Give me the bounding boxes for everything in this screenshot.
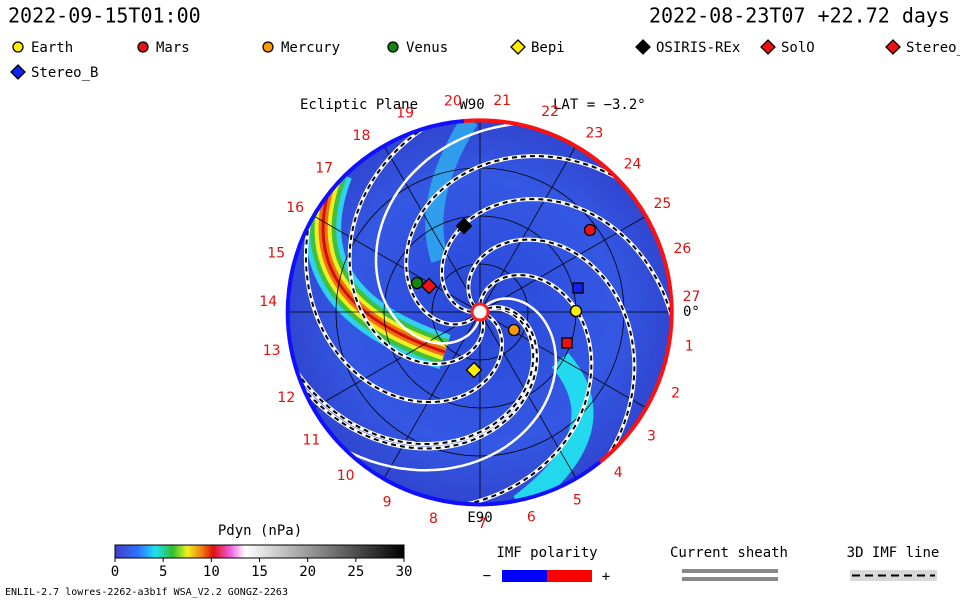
body-marker <box>760 39 776 55</box>
colorbar-ticks: 0 5 10 15 20 25 30 <box>111 558 413 580</box>
imf-spiral <box>440 197 672 458</box>
body-marker <box>885 39 901 55</box>
longitude-label: 7 <box>478 516 487 532</box>
longitude-label: 2 <box>671 386 680 402</box>
longitude-label: 10 <box>337 468 355 484</box>
run-time: 2022-09-15T01:00 <box>8 4 201 28</box>
imf-minus: − <box>483 568 491 584</box>
legend-label: Earth <box>31 40 73 56</box>
body-marker <box>561 337 573 349</box>
colorbar-tick-label: 10 <box>203 564 220 580</box>
imf-negative-swatch <box>502 570 547 582</box>
footer: ENLIL-2.7 lowres-2262-a3b1f WSA_V2.2 GON… <box>5 587 288 598</box>
longitude-label: 13 <box>263 343 281 359</box>
legend-label: SolO <box>781 40 815 56</box>
latitude: LAT = −3.2° <box>553 97 646 113</box>
rim-positive <box>463 118 674 464</box>
legend-label: Stereo_ <box>906 40 960 56</box>
body-marker <box>583 223 597 237</box>
longitude-label: 25 <box>653 196 671 212</box>
body-marker <box>420 277 438 295</box>
longitude-label: 16 <box>286 200 304 216</box>
longitude-label: 23 <box>586 126 604 142</box>
longitude-label: 8 <box>429 511 438 527</box>
body-marker <box>410 276 424 290</box>
longitude-label: 22 <box>541 104 559 120</box>
longitude-label: 27 <box>683 289 701 305</box>
body-marker <box>455 217 473 235</box>
longitude-label: 4 <box>614 465 623 481</box>
body-marker <box>10 64 26 80</box>
longitude-label: 21 <box>493 93 511 109</box>
body-marker <box>507 323 521 337</box>
colorbar-tick-label: 5 <box>159 564 167 580</box>
cme-band <box>321 171 446 354</box>
sun <box>470 302 490 322</box>
imf-title: IMF polarity <box>496 545 597 561</box>
longitude-label: 18 <box>353 128 371 144</box>
w90-label: W90 <box>459 97 484 113</box>
body-marker <box>387 41 399 53</box>
legend-label: Bepi <box>531 40 565 56</box>
imf-spiral <box>328 273 594 504</box>
legend-label: Mars <box>156 40 190 56</box>
body-marker <box>137 41 149 53</box>
ecliptic-plot: Ecliptic Plane W90 E90 LAT = −3.2° 0° 12… <box>259 93 701 532</box>
imf-positive-swatch <box>547 570 592 582</box>
longitude-label: 19 <box>396 106 414 122</box>
longitude-label: 15 <box>267 246 285 262</box>
longitude-label: 5 <box>573 492 582 508</box>
longitude-label: 24 <box>624 157 642 173</box>
longitude-label: 14 <box>259 294 277 310</box>
longitude-label: 3 <box>647 429 656 445</box>
sim-time: 2022-08-23T07 +22.72 days <box>649 4 950 28</box>
colorbar-tick-label: 20 <box>299 564 316 580</box>
current-sheath-title: Current sheath <box>670 545 788 561</box>
rim-negative <box>285 119 602 507</box>
body-marker <box>262 41 274 53</box>
body-marker <box>569 304 583 318</box>
longitude-label: 9 <box>383 495 392 511</box>
imf-plus: + <box>602 569 610 585</box>
legend-label: Stereo_B <box>31 65 98 81</box>
longitude-label: 1 <box>685 338 694 354</box>
colorbar-tick-label: 25 <box>347 564 364 580</box>
legend-label: Mercury <box>281 40 340 56</box>
longitude-label: 11 <box>303 433 321 449</box>
legend-label: Venus <box>406 40 448 56</box>
body-marker <box>572 282 584 294</box>
stream-band <box>513 352 594 504</box>
body-marker <box>465 361 483 379</box>
plot-title: Ecliptic Plane <box>300 97 418 113</box>
colorbar-title: Pdyn (nPa) <box>218 523 302 539</box>
colorbar-tick-label: 0 <box>111 564 119 580</box>
body-marker <box>635 39 651 55</box>
colorbar-tick-label: 15 <box>251 564 268 580</box>
body-marker <box>510 39 526 55</box>
legend-label: OSIRIS-REx <box>656 40 740 56</box>
colorbar <box>114 544 405 559</box>
longitude-label: 26 <box>673 241 691 257</box>
zero-label: 0° <box>683 304 700 320</box>
e90-label: E90 <box>467 510 492 526</box>
longitude-label: 6 <box>527 510 536 526</box>
body-marker <box>12 41 24 53</box>
legend: Earth Mars Mercury Venus Bepi OSIRIS-REx SolO S… <box>10 39 960 81</box>
longitude-label: 17 <box>315 160 333 176</box>
longitude-label: 12 <box>277 390 295 406</box>
colorbar-tick-label: 30 <box>396 564 413 580</box>
longitude-label: 20 <box>444 94 462 110</box>
imf-line-title: 3D IMF line <box>847 545 940 561</box>
